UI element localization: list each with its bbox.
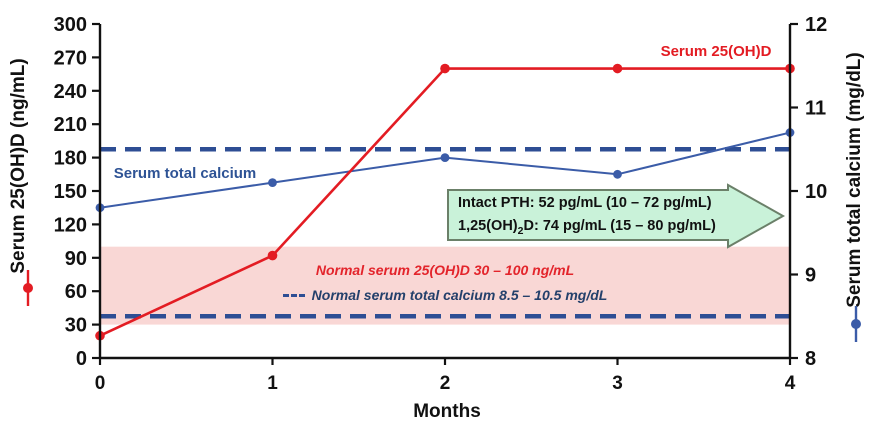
- left-tick-label: 90: [65, 248, 87, 270]
- left-tick-label: 60: [65, 281, 87, 303]
- right-axis-series-marker-icon: [851, 306, 861, 342]
- left-axis-title: Serum 25(OH)D (ng/mL): [8, 58, 29, 273]
- left-tick-label: 120: [54, 214, 87, 236]
- annotation-line2-post: D: 74 pg/mL (15 – 80 pg/mL): [523, 218, 716, 234]
- pth-annotation-line2: 1,25(OH)2D: 74 pg/mL (15 – 80 pg/mL): [458, 215, 748, 243]
- pth-annotation-text: Intact PTH: 52 pg/mL (10 – 72 pg/mL) 1,2…: [458, 192, 748, 243]
- left-tick-label: 300: [54, 14, 87, 36]
- normal-range-band: [100, 246, 790, 325]
- normal-vitd-range-label: Normal serum 25(OH)D 30 – 100 ng/mL: [315, 262, 575, 278]
- left-tick-label: 30: [65, 315, 87, 337]
- data-point-calcium: [440, 153, 450, 163]
- left-tick-label: 210: [54, 114, 87, 136]
- left-tick-label: 150: [54, 181, 87, 203]
- left-tick-label: 270: [54, 47, 87, 69]
- data-point-25ohd: [612, 63, 623, 74]
- right-tick-label: 9: [805, 265, 816, 287]
- x-tick-label: 3: [612, 373, 623, 394]
- left-axis-series-marker-icon: [23, 270, 33, 306]
- left-tick-label: 240: [54, 81, 87, 103]
- x-axis-title: Months: [413, 401, 481, 422]
- right-tick-label: 12: [805, 14, 827, 36]
- right-tick-label: 10: [805, 181, 827, 203]
- series-label-25ohd: Serum 25(OH)D: [661, 43, 772, 60]
- data-point-calcium: [613, 169, 622, 179]
- right-tick-label: 8: [805, 348, 816, 370]
- dashed-line-icon: [282, 293, 305, 297]
- annotation-line2-sub: 2: [517, 224, 524, 237]
- pth-annotation-arrow-icon: [447, 183, 786, 249]
- x-tick-label: 1: [267, 373, 278, 394]
- x-tick-label: 0: [95, 373, 106, 394]
- pth-annotation-line1: Intact PTH: 52 pg/mL (10 – 72 pg/mL): [458, 195, 712, 211]
- normal-calcium-range-label: Normal serum total calcium 8.5 – 10.5 mg…: [100, 287, 790, 303]
- left-tick-label: 180: [54, 148, 87, 170]
- right-axis-title: Serum total calcium (mg/dL): [844, 52, 865, 307]
- series-label-calcium: Serum total calcium: [114, 165, 257, 182]
- normal-calcium-range-text: Normal serum total calcium 8.5 – 10.5 mg…: [311, 287, 608, 303]
- annotation-line2-pre: 1,25(OH): [458, 218, 518, 234]
- x-tick-label: 4: [785, 373, 796, 394]
- x-tick-label: 2: [440, 373, 451, 394]
- right-tick-label: 11: [805, 98, 826, 120]
- data-point-calcium: [268, 178, 277, 188]
- data-point-25ohd: [440, 63, 450, 74]
- data-point-25ohd: [267, 250, 278, 261]
- left-tick-label: 0: [76, 348, 87, 370]
